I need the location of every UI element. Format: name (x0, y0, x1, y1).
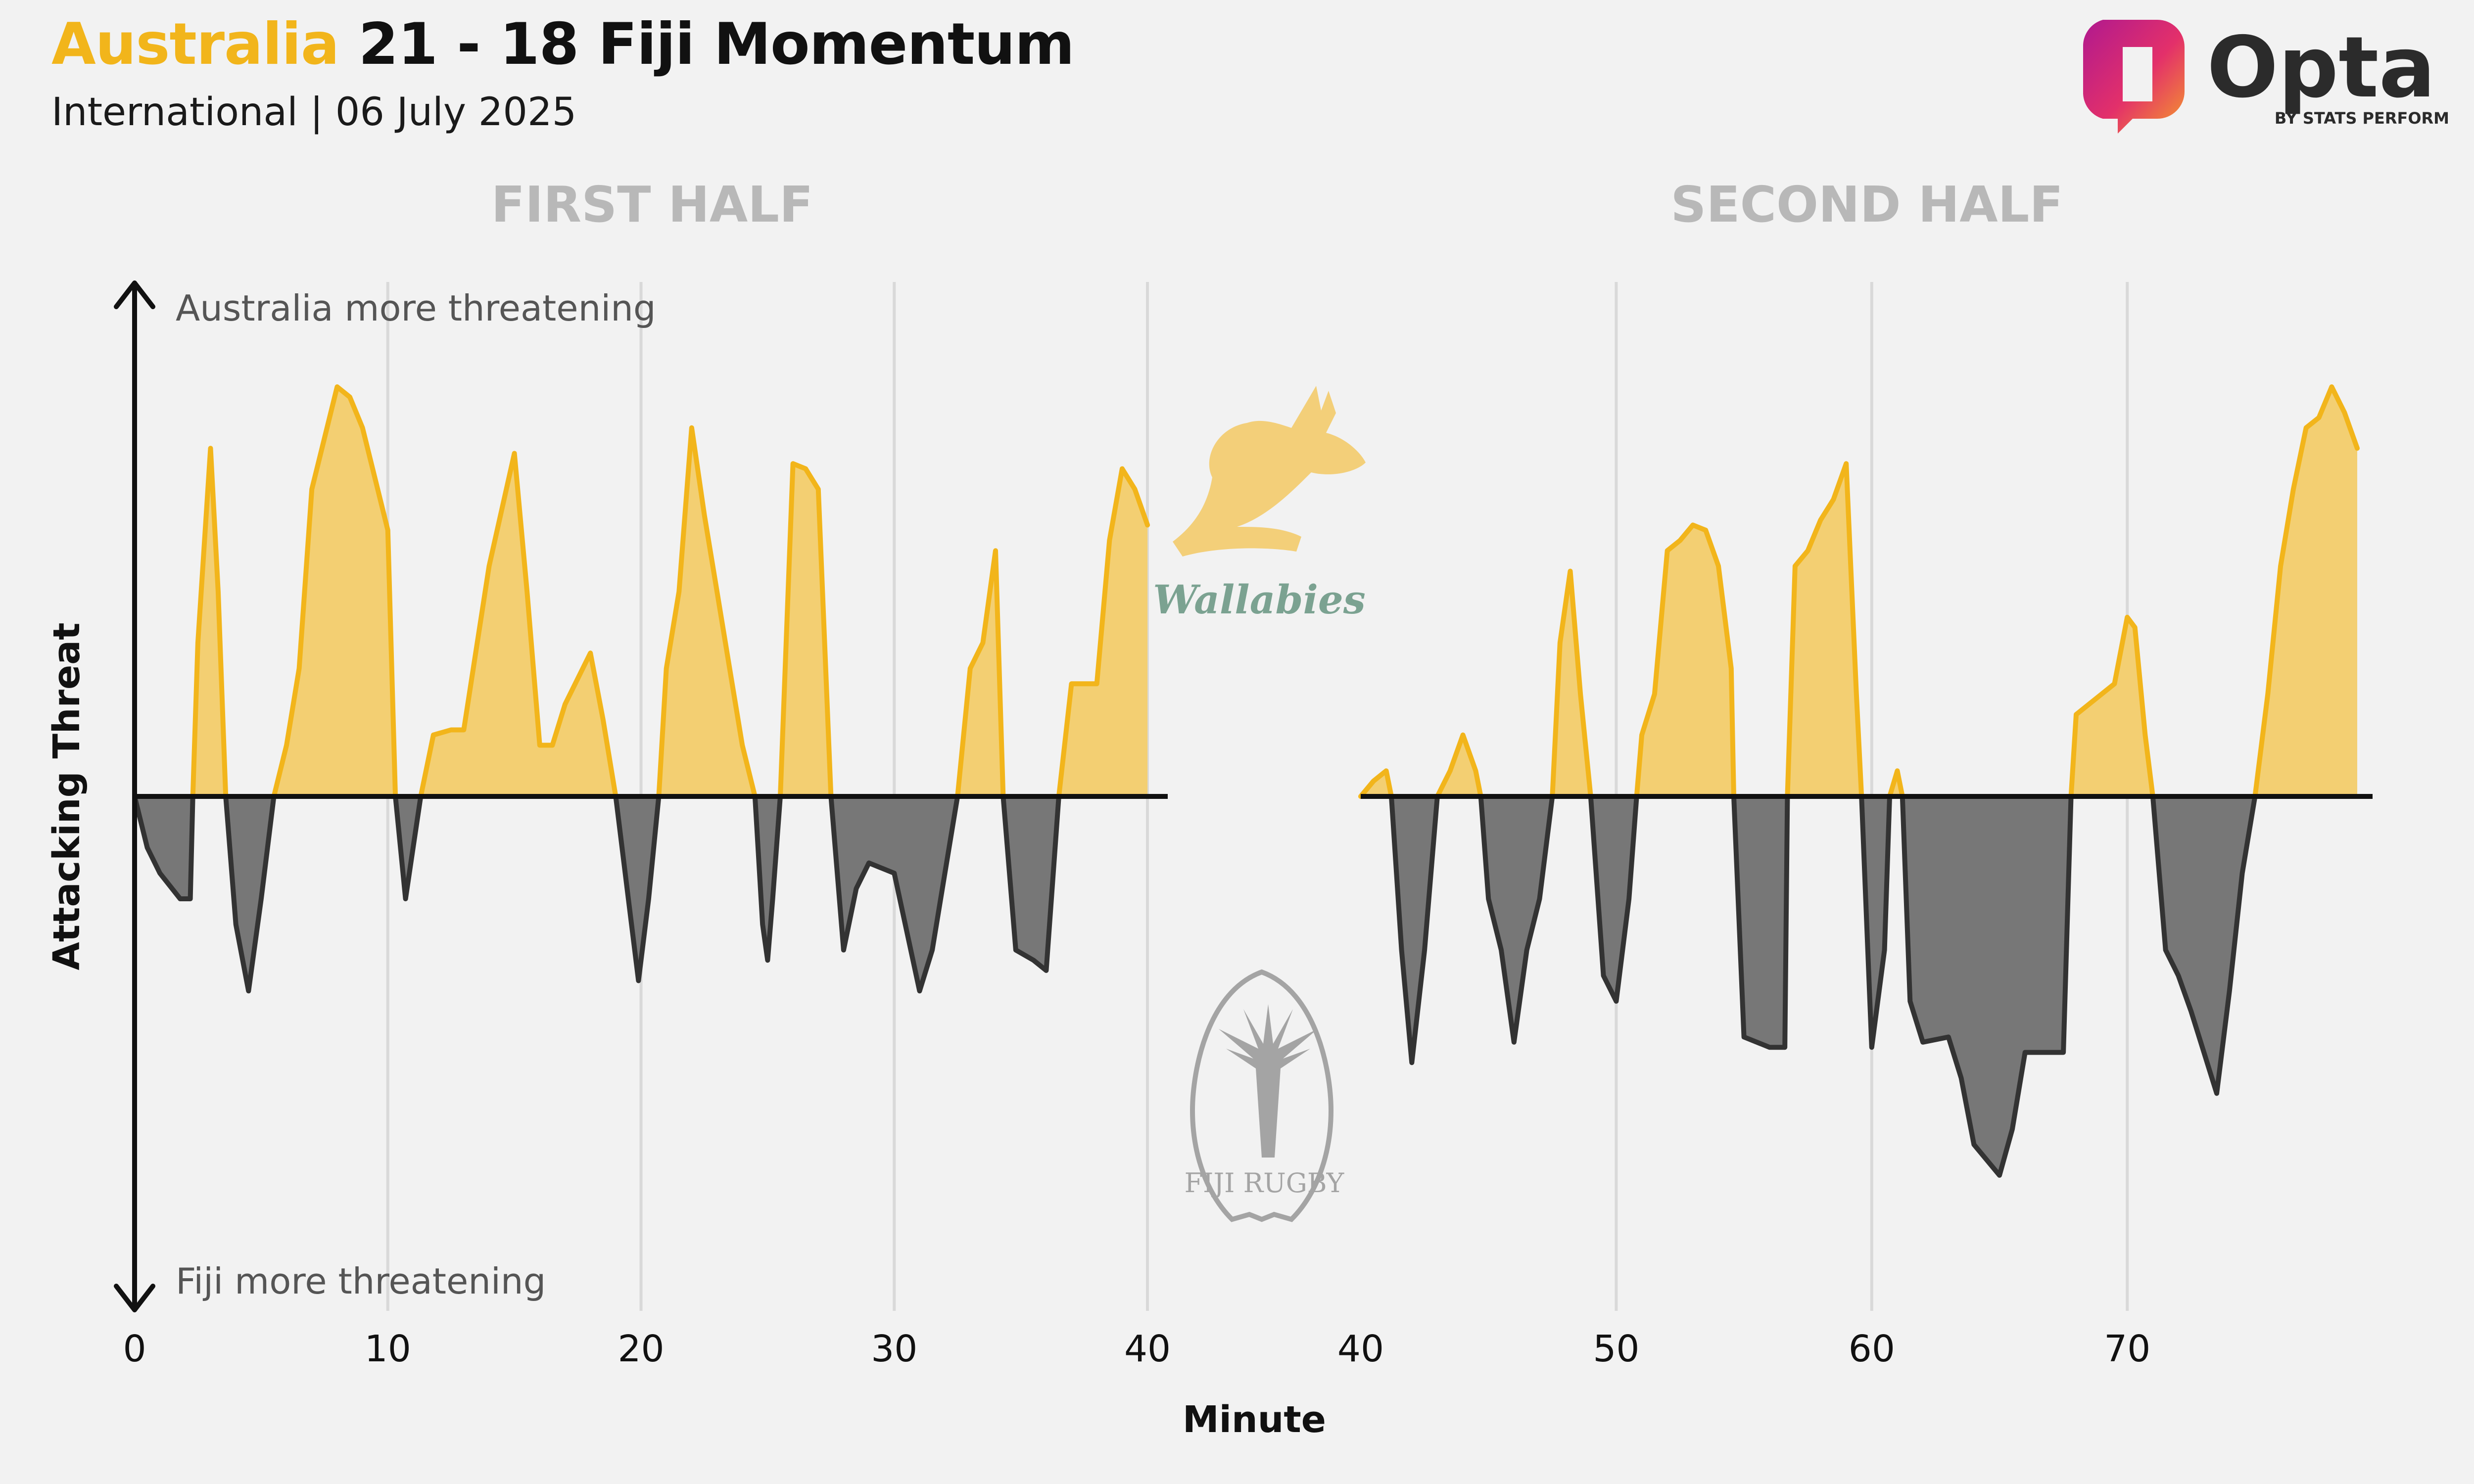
australia-threat-line (2252, 384, 2360, 799)
australia-threat-area (659, 427, 755, 796)
australia-threat-area (957, 551, 1003, 796)
fiji-threat-line (1588, 794, 1639, 1004)
wallabies-logo: Wallabies (1153, 386, 1366, 623)
australia-threat-area (1636, 525, 1734, 796)
fiji-threat-area (2152, 796, 2255, 1094)
fiji-threat-area (135, 796, 193, 899)
fiji-threat-area (1734, 796, 1788, 1048)
arrow-down-icon (114, 1284, 155, 1312)
australia-threat-area (2071, 617, 2153, 796)
fiji-threat-line (828, 794, 960, 994)
y-axis-label: Attacking Threat (46, 623, 88, 971)
opta-tagline: BY STATS PERFORM (2275, 109, 2449, 128)
x-tick-label: 60 (1849, 1328, 1895, 1370)
half-title-second: SECOND HALF (1670, 176, 2063, 233)
fiji-threat-line (1000, 794, 1061, 973)
australia-threat-area (421, 453, 616, 796)
x-tick-label: 40 (1124, 1328, 1171, 1370)
annotation-bottom: Fiji more threatening (176, 1260, 546, 1302)
arrow-up-icon (114, 280, 155, 309)
australia-threat-area (1437, 735, 1481, 796)
fiji-threat-area (616, 796, 659, 981)
opta-logo: Opta BY STATS PERFORM (2083, 19, 2449, 134)
fiji-threat-line (2150, 794, 2258, 1096)
australia-threat-line (656, 425, 758, 799)
x-tick-label: 0 (123, 1328, 146, 1370)
australia-threat-area (192, 448, 226, 796)
x-tick-label: 20 (618, 1328, 664, 1370)
fiji-threat-line (1478, 794, 1555, 1045)
fiji-threat-area (755, 796, 780, 961)
australia-threat-line (778, 461, 834, 799)
fiji-threat-area (1003, 796, 1059, 971)
fiji-threat-area (1861, 796, 1890, 1048)
fiji-threat-area (1902, 796, 2071, 1175)
fiji-threat-line (223, 794, 277, 994)
australia-threat-line (1785, 461, 1864, 799)
fiji-threat-area (1480, 796, 1553, 1042)
opta-mark-icon (2083, 20, 2185, 134)
fiji-threat-line (393, 794, 424, 901)
australia-threat-line (1056, 466, 1150, 799)
australia-threat-area (1787, 464, 1862, 796)
half-title-first: FIRST HALF (491, 176, 813, 233)
palm-tree-icon (1219, 1004, 1318, 1158)
score-and-title: 21 - 18 Fiji Momentum (339, 11, 1075, 78)
series-areas (132, 384, 2360, 1178)
fiji-threat-line (752, 794, 783, 963)
annotation-top: Australia more threatening (176, 287, 656, 329)
chart-subtitle: International | 06 July 2025 (51, 90, 577, 135)
australia-threat-line (1550, 568, 1593, 799)
x-tick-label: 10 (365, 1328, 411, 1370)
fiji-rugby-wordmark: FIJI RUGBY (1185, 1167, 1345, 1199)
x-tick-label: 40 (1337, 1328, 1384, 1370)
kangaroo-icon (1173, 386, 1366, 556)
fiji-threat-line (613, 794, 662, 983)
fiji-threat-line (1731, 794, 1790, 1050)
fiji-threat-area (831, 796, 958, 991)
australia-threat-area (274, 387, 396, 796)
australia-threat-line (1887, 768, 1905, 799)
australia-threat-line (1634, 522, 1736, 799)
home-team-name: Australia (51, 11, 339, 78)
australia-threat-line (955, 548, 1006, 799)
fiji-threat-line (1900, 794, 2074, 1178)
x-tick-label: 30 (871, 1328, 917, 1370)
australia-threat-line (1434, 732, 1483, 799)
fiji-threat-area (1391, 796, 1437, 1063)
shield-icon (1189, 969, 1334, 1222)
fiji-rugby-logo: FIJI RUGBY (1185, 969, 1345, 1222)
australia-threat-line (190, 446, 229, 799)
fiji-threat-line (132, 794, 195, 901)
x-axis-ticks: 0 10 20 30 40 40 50 60 70 (123, 1328, 2150, 1370)
australia-threat-line (1358, 768, 1394, 799)
wallabies-wordmark: Wallabies (1153, 576, 1366, 623)
fiji-threat-area (395, 796, 421, 899)
australia-threat-line (418, 451, 618, 799)
x-axis-label: Minute (1183, 1398, 1326, 1441)
x-tick-label: 50 (1593, 1328, 1639, 1370)
australia-threat-line (271, 384, 398, 799)
fiji-threat-line (1389, 794, 1440, 1066)
chart-title: Australia 21 - 18 Fiji Momentum (51, 11, 1075, 78)
opta-wordmark: Opta (2207, 19, 2435, 117)
fiji-threat-area (226, 796, 274, 991)
australia-threat-line (2068, 614, 2155, 799)
australia-threat-area (1552, 571, 1591, 796)
australia-threat-area (2255, 387, 2357, 796)
x-tick-label: 70 (2104, 1328, 2150, 1370)
fiji-threat-line (1859, 794, 1892, 1050)
